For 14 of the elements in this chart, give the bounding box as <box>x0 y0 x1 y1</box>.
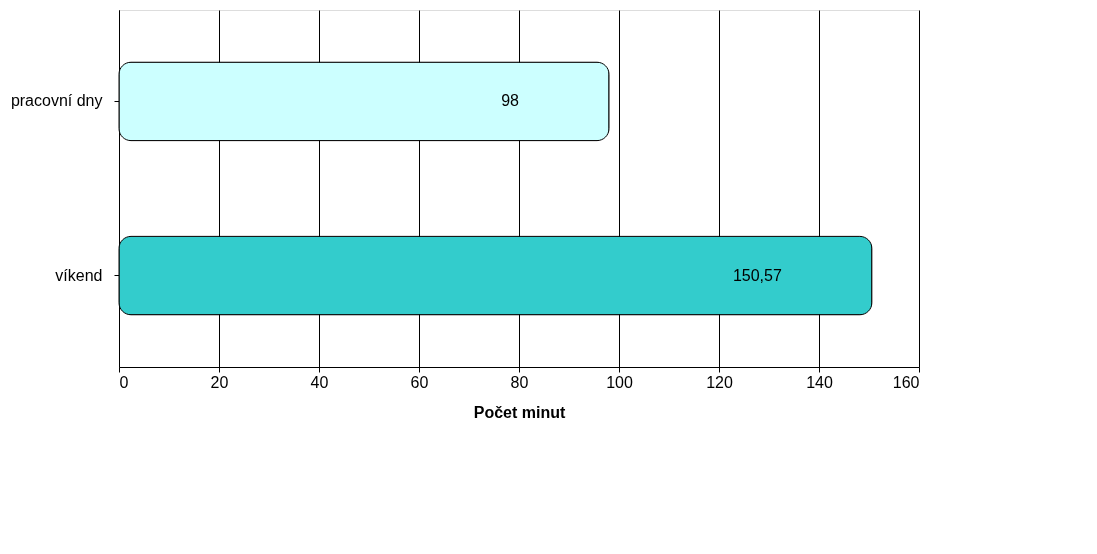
x-tick-label: 100 <box>606 373 633 391</box>
x-axis-title: Počet minut <box>473 403 566 421</box>
y-tick-label: víkend <box>55 266 103 284</box>
x-tick-label: 20 <box>210 373 229 391</box>
x-tick-label: 140 <box>806 373 833 391</box>
x-tick-label: 160 <box>892 373 920 391</box>
x-tick-label: 40 <box>310 373 329 391</box>
data-label: 98 <box>501 92 520 110</box>
x-tick-label: 0 <box>119 373 129 391</box>
data-label: 150,57 <box>732 266 782 284</box>
y-tick-label: pracovní dny <box>10 92 103 110</box>
x-tick-label: 120 <box>706 373 733 391</box>
x-tick-label: 80 <box>510 373 529 391</box>
x-tick-label: 60 <box>410 373 429 391</box>
